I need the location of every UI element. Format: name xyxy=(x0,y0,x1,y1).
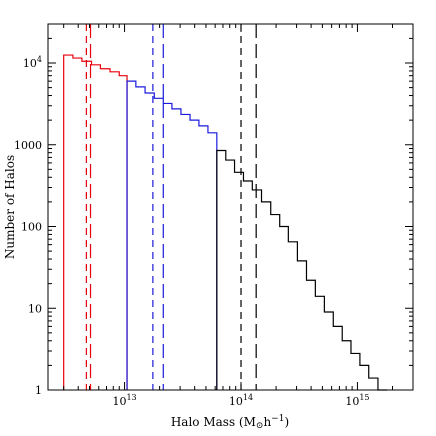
plot-content xyxy=(63,24,388,391)
y-tick-label: 100 xyxy=(21,221,42,234)
tick-labels: 1013 1014 1015 1 10 100 1000 104 xyxy=(14,55,370,408)
y-tick-label: 1000 xyxy=(14,139,42,152)
axis-ticks xyxy=(48,23,414,391)
x-tick-label: 1015 xyxy=(345,393,369,408)
y-axis-title: Number of Halos xyxy=(3,155,17,259)
y-tick-label: 104 xyxy=(23,55,42,70)
y-tick-label: 10 xyxy=(28,302,42,315)
x-tick-label: 1014 xyxy=(229,393,253,408)
histogram-series-3 xyxy=(216,149,388,391)
histogram-series-2 xyxy=(126,80,218,390)
y-tick-label: 1 xyxy=(35,384,42,397)
x-axis-title: Halo Mass (M⊙h−1) xyxy=(171,414,289,431)
x-tick-label: 1013 xyxy=(112,393,136,408)
plot-frame xyxy=(47,23,414,391)
histogram-series-1 xyxy=(63,54,128,390)
